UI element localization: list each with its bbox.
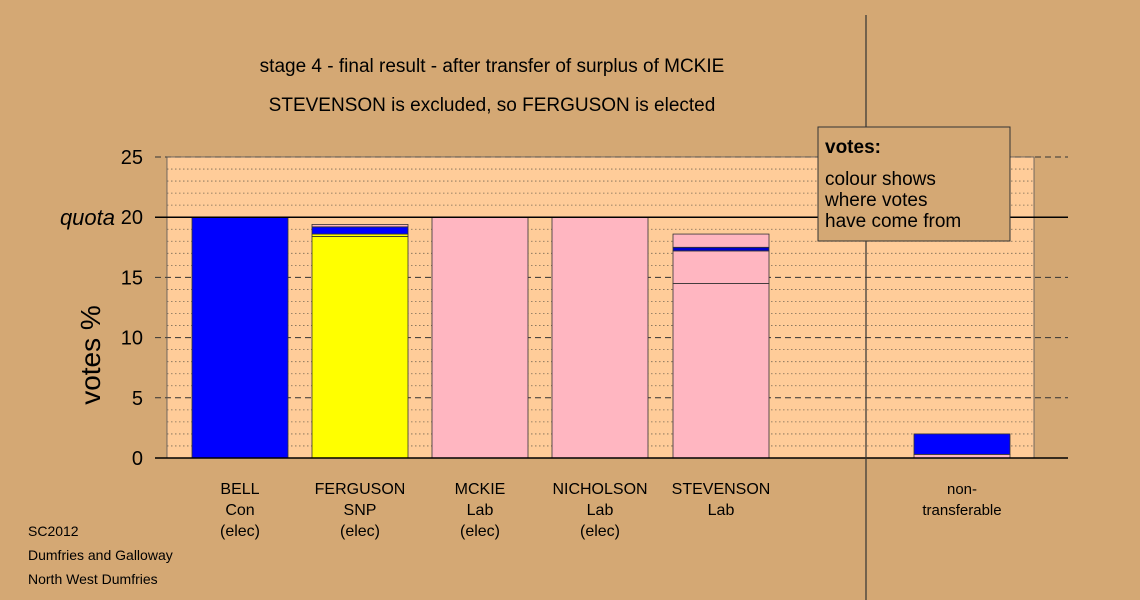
x-tick-label: SNP [344,502,377,519]
legend-box [817,126,1011,242]
x-tick-label: MCKIE [455,481,506,498]
legend-title: votes: [825,137,881,158]
chart-title: stage 4 - final result - after transfer … [260,56,725,77]
bar-segment [672,246,770,252]
y-tick-label: 20 [121,207,143,229]
bar-segment [191,216,289,459]
legend-line: have come from [825,211,961,232]
y-tick-label: 15 [121,267,143,289]
bar-segment [311,236,409,459]
legend: votes: colour shows where votes have com… [817,126,1011,242]
y-tick-label: 10 [121,328,143,350]
x-tick-label: (elec) [340,523,380,540]
legend-line: where votes [824,190,927,211]
x-tick-label: Lab [467,502,494,519]
legend-line: colour shows [825,169,936,190]
bar-segment [311,224,409,228]
x-tick-label: BELL [220,481,259,498]
y-tick-label: 0 [132,448,143,470]
bar-segment [672,250,770,284]
axes: 0 5 10 15 20 25 BELL Con (elec) FERGUSON SNP (elec)… [121,147,1068,540]
bar-segment [551,216,649,459]
x-tick-label: NICHOLSON [552,481,647,498]
bar-segment [672,233,770,248]
x-tick-label: (elec) [220,523,260,540]
chart-subtitle: STEVENSON is excluded, so FERGUSON is el… [269,95,716,116]
y-axis-label: votes % [75,305,106,405]
x-tick-label: (elec) [580,523,620,540]
bar-segment [311,226,409,235]
x-tick-label: Con [225,502,254,519]
y-tick-label: 5 [132,388,143,410]
footer-line: Dumfries and Galloway [28,547,173,563]
bar-segment [431,216,529,459]
x-tick-label: (elec) [460,523,500,540]
footer-line: North West Dumfries [28,571,158,587]
footer-line: SC2012 [28,523,79,539]
bar-segment [913,433,1011,455]
bar-segment [672,283,770,459]
x-tick-label: STEVENSON [672,481,771,498]
x-tick-label: non- [947,481,977,498]
y-tick-label: 25 [121,147,143,169]
quota-label: quota [60,205,115,230]
x-tick-label: transferable [922,502,1001,519]
bars [191,216,1011,459]
x-tick-label: Lab [708,502,735,519]
x-tick-label: FERGUSON [315,481,406,498]
x-tick-label: Lab [587,502,614,519]
